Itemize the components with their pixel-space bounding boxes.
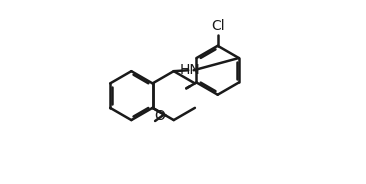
- Text: O: O: [154, 109, 165, 123]
- Text: Cl: Cl: [211, 19, 224, 33]
- Text: HN: HN: [180, 63, 201, 77]
